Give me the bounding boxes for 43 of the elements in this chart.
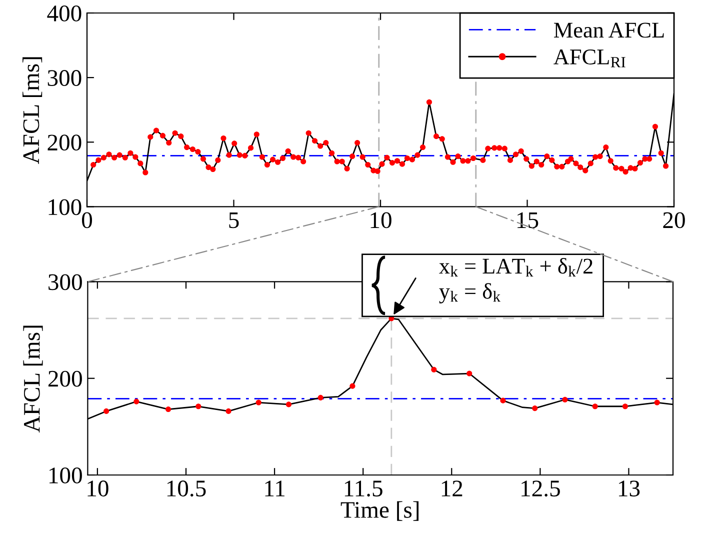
y-tick-label: 100 xyxy=(50,467,82,484)
point xyxy=(350,383,356,389)
x-tick-label: 11 xyxy=(265,480,284,496)
y-tick-label: 300 xyxy=(48,274,82,290)
point xyxy=(654,400,660,406)
point xyxy=(500,398,506,404)
x-tick-label: 13 xyxy=(619,480,640,496)
point xyxy=(104,408,110,414)
x-tick-label: 12.5 xyxy=(522,480,560,497)
x-tick-label: 12 xyxy=(442,480,462,496)
x-tick-label: 10 xyxy=(370,212,392,228)
point xyxy=(226,408,232,414)
point xyxy=(622,404,628,410)
y-tick-label: 100 xyxy=(48,199,82,216)
annotation: x$_{k}$ = LAT$_{k}$ + δ$_{k}$/2 xyxy=(439,258,592,277)
point xyxy=(532,406,538,412)
y-tick-label: 200 xyxy=(48,370,82,387)
x-tick-label: 0 xyxy=(82,212,92,228)
point xyxy=(196,404,202,410)
annotation: y$_{k}$ = δ$_{k}$ xyxy=(439,283,501,304)
y-tick-label: 400 xyxy=(47,5,82,22)
point xyxy=(286,402,292,408)
x-tick-label: 5 xyxy=(229,212,239,228)
x-tick-label: 11.5 xyxy=(344,480,382,497)
point xyxy=(166,406,172,412)
x-tick-label: 20 xyxy=(663,212,685,228)
point xyxy=(431,366,437,372)
y-tick-label: 300 xyxy=(48,70,82,86)
x-axis-title: Time [s] xyxy=(340,501,419,521)
x-tick-label: 15 xyxy=(518,212,538,228)
point xyxy=(592,404,598,410)
y-axis-title: AFCL [ms] xyxy=(23,326,43,432)
point xyxy=(134,398,140,404)
point xyxy=(318,394,324,400)
point xyxy=(256,400,262,406)
y-axis-title: AFCL [ms] xyxy=(22,57,42,164)
x-tick-label: 10.5 xyxy=(167,480,206,497)
point xyxy=(562,396,568,402)
x-tick-label: 10 xyxy=(88,480,108,496)
legend-label: Mean AFCL xyxy=(554,22,664,38)
point xyxy=(466,370,472,376)
y-tick-label: 200 xyxy=(48,134,82,151)
legend-label: AFCL$_{RI}$ xyxy=(554,50,626,68)
